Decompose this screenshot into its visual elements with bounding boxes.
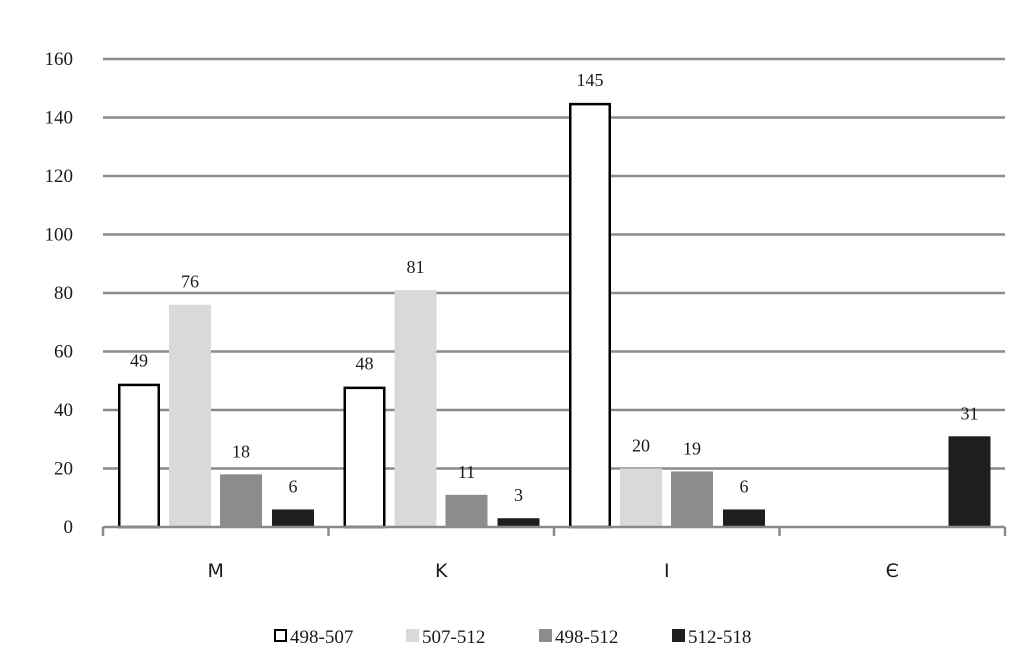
y-tick-label: 40 <box>54 400 73 421</box>
data-label: 3 <box>514 485 523 505</box>
bar-498-507-M <box>118 383 160 529</box>
y-tick-label: 0 <box>64 517 74 538</box>
data-label: 31 <box>961 403 979 423</box>
data-label: 48 <box>356 354 374 374</box>
data-label: 19 <box>683 438 701 458</box>
bar-498-512-I <box>671 471 713 527</box>
bar-498-507-I <box>569 102 611 529</box>
data-label: 49 <box>130 351 148 371</box>
bar-512-518-M <box>272 509 314 527</box>
y-tick-label: 160 <box>45 49 74 70</box>
bar-498-512-M <box>220 474 262 527</box>
y-tick-label: 20 <box>54 459 73 480</box>
legend-label: 498-507 <box>290 627 353 648</box>
y-tick-label: 120 <box>45 166 74 187</box>
data-label: 20 <box>632 436 650 456</box>
bar-512-518-K <box>497 518 540 527</box>
y-tick-label: 100 <box>45 225 74 246</box>
data-label: 18 <box>232 441 250 461</box>
bar-507-512-M <box>169 304 211 527</box>
legend-label: 512-518 <box>688 627 751 648</box>
data-label: 76 <box>181 272 199 292</box>
gridlines <box>103 57 1005 470</box>
legend-label: 507-512 <box>422 627 485 648</box>
x-category-label: M <box>208 560 224 582</box>
y-axis-tick-labels: 0 20 40 60 80 100 120 140 160 <box>45 49 74 538</box>
bars <box>118 102 991 529</box>
y-tick-label: 60 <box>54 342 73 363</box>
data-label: 11 <box>458 462 475 482</box>
data-label: 6 <box>289 476 298 496</box>
bar-498-507-K <box>343 386 386 529</box>
bar-512-518-I <box>723 509 765 527</box>
bar-507-512-I <box>620 468 662 527</box>
x-category-label: Є <box>886 560 899 582</box>
y-tick-label: 80 <box>54 283 73 304</box>
y-tick-label: 140 <box>45 108 74 129</box>
legend-swatch <box>672 629 685 642</box>
x-category-label: I <box>664 560 670 582</box>
data-label: 81 <box>407 257 425 277</box>
bar-498-512-K <box>445 494 488 527</box>
legend-swatch <box>539 629 552 642</box>
legend: 498-507 507-512 498-512 512-518 <box>274 627 751 648</box>
bar-512-518-Є <box>948 436 991 527</box>
data-labels: 49 48 145 76 81 20 18 11 19 6 3 6 31 <box>130 70 979 505</box>
legend-swatch <box>406 629 419 642</box>
data-label: 145 <box>577 70 604 90</box>
x-category-label: K <box>435 560 448 582</box>
data-label: 6 <box>740 476 749 496</box>
legend-label: 498-512 <box>555 627 618 648</box>
bar-507-512-K <box>394 290 437 527</box>
legend-swatch <box>274 629 287 642</box>
